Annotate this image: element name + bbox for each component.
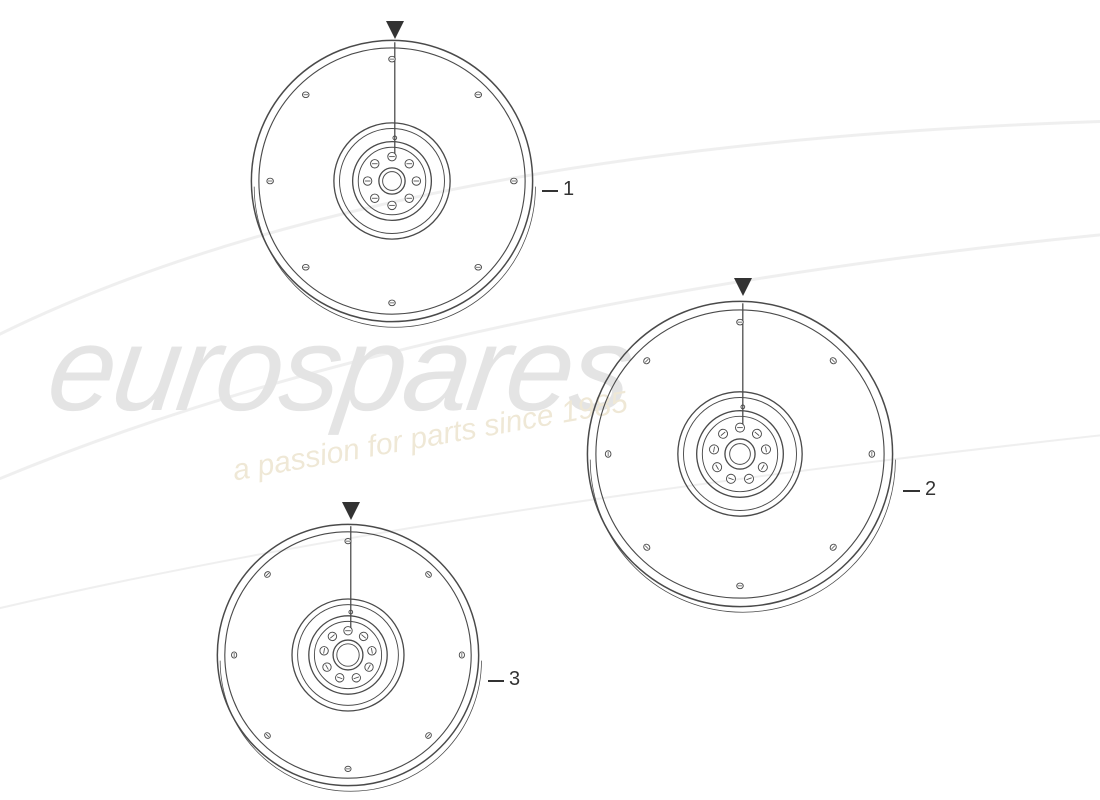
watermark-swoosh: [0, 80, 1100, 680]
callout-label-3: 3: [509, 668, 520, 691]
callout-label-1: 1: [563, 178, 574, 201]
callout-label-2: 2: [925, 478, 936, 501]
callout-line-1: [542, 190, 558, 192]
watermark: eurospares a passion for parts since 198…: [0, 0, 1100, 800]
callout-line-2: [903, 490, 920, 492]
diagram-canvas: eurospares a passion for parts since 198…: [0, 0, 1100, 800]
watermark-tagline: a passion for parts since 1985: [230, 386, 630, 489]
flywheel-part-1: [242, 31, 542, 331]
flywheel-part-2: [578, 292, 902, 616]
callout-line-3: [488, 680, 504, 682]
flywheel-part-3: [208, 515, 488, 795]
